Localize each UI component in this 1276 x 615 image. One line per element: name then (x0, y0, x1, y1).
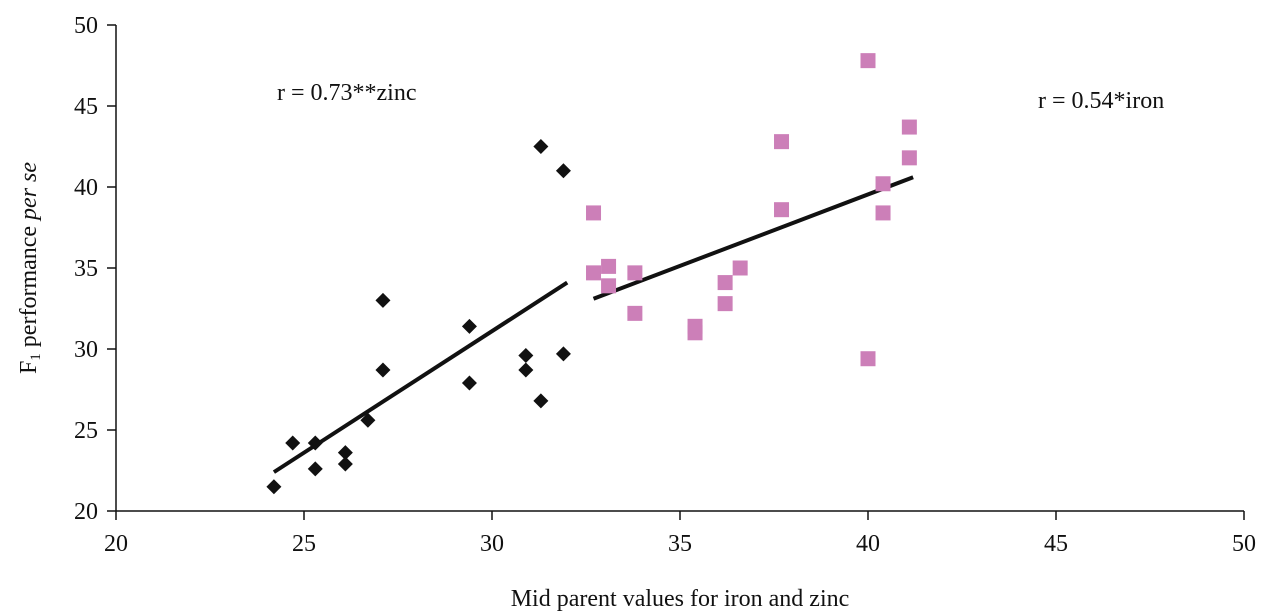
x-tick-label: 20 (104, 531, 128, 557)
zinc-trendline (272, 280, 569, 474)
x-axis-title: Mid parent values for iron and zinc (511, 586, 850, 612)
y-axis-title: F1 performance per se (16, 162, 44, 374)
iron-data-point (901, 150, 917, 166)
zinc-data-point (461, 318, 477, 334)
zinc-data-point (360, 412, 376, 428)
zinc-data-point (555, 163, 571, 179)
data-points (266, 53, 917, 495)
y-ticks: 20 25 30 35 40 45 50 (74, 13, 116, 525)
iron-data-point (717, 275, 733, 291)
x-tick-label: 50 (1232, 531, 1256, 557)
y-tick-label: 45 (74, 94, 98, 120)
zinc-data-point (518, 362, 534, 378)
trendlines (272, 175, 914, 474)
iron-trendline (592, 175, 914, 301)
zinc-data-point (307, 461, 323, 477)
iron-correlation-annotation: r = 0.54*iron (1038, 88, 1164, 114)
zinc-data-point (533, 393, 549, 409)
iron-data-point (774, 134, 790, 150)
y-tick-label: 25 (74, 418, 98, 444)
y-tick-label: 50 (74, 13, 98, 39)
y-axis-title-subscript: 1 (28, 353, 44, 361)
iron-data-point (586, 265, 602, 281)
iron-data-point (875, 176, 891, 192)
x-tick-label: 45 (1044, 531, 1068, 557)
iron-data-point (601, 258, 617, 274)
y-tick-label: 30 (74, 337, 98, 363)
iron-data-point (627, 265, 643, 281)
iron-data-point (601, 278, 617, 294)
iron-data-point (627, 305, 643, 321)
zinc-data-point (555, 346, 571, 362)
zinc-data-point (375, 292, 391, 308)
y-tick-label: 40 (74, 175, 98, 201)
zinc-data-point (375, 362, 391, 378)
y-tick-label: 35 (74, 256, 98, 282)
iron-data-point (717, 296, 733, 312)
zinc-data-point (533, 139, 549, 154)
x-tick-label: 35 (668, 531, 692, 557)
iron-data-point (860, 351, 876, 367)
iron-data-point (687, 325, 703, 341)
y-tick-label: 20 (74, 499, 98, 525)
zinc-data-point (307, 435, 323, 451)
iron-data-point (901, 119, 917, 135)
y-axis-title-italic: per se (16, 162, 42, 222)
x-tick-label: 30 (480, 531, 504, 557)
zinc-data-point (337, 456, 353, 472)
zinc-data-point (285, 435, 301, 451)
iron-data-point (732, 260, 748, 276)
x-ticks: 20 25 30 35 40 45 50 (104, 511, 1256, 557)
zinc-correlation-annotation: r = 0.73**zinc (277, 80, 417, 106)
x-tick-label: 25 (292, 531, 316, 557)
y-axis-title-middle: performance (16, 220, 42, 353)
axes: 20 25 30 35 40 45 50 20 25 30 35 40 45 50 (74, 13, 1256, 557)
y-axis-title-prefix: F (16, 361, 42, 374)
zinc-data-point (266, 479, 282, 495)
iron-data-point (774, 202, 790, 218)
iron-data-point (586, 205, 602, 221)
iron-data-point (860, 53, 876, 69)
zinc-data-point (461, 375, 477, 391)
zinc-data-point (518, 347, 534, 363)
x-tick-label: 40 (856, 531, 880, 557)
zinc-data-point (337, 445, 353, 461)
iron-data-point (875, 205, 891, 221)
